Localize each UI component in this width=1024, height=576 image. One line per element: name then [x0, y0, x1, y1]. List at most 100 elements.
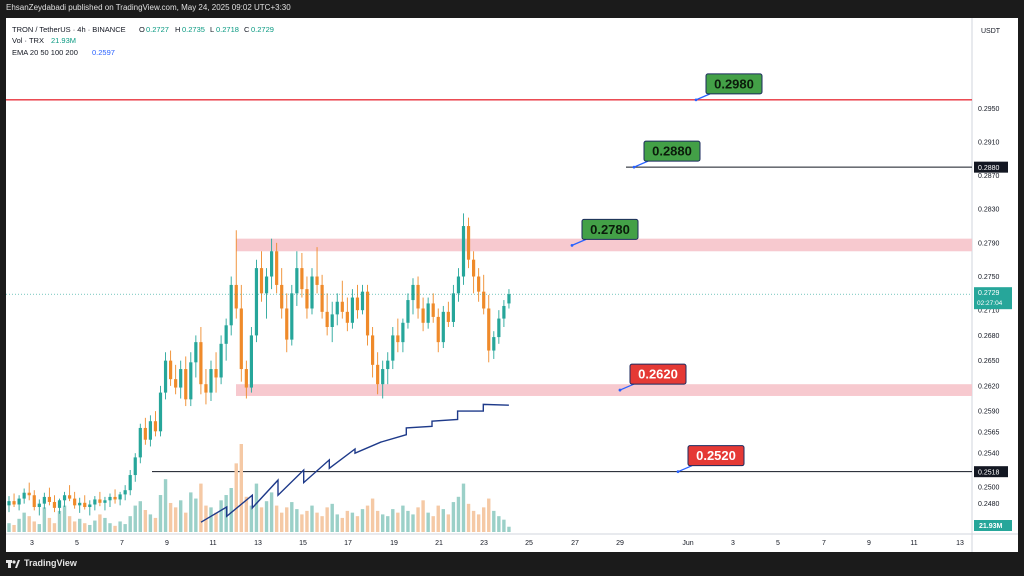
ema-layer — [200, 403, 509, 523]
annotation-box — [629, 363, 687, 385]
volume-bar — [83, 523, 87, 532]
volume-bar — [381, 514, 385, 532]
volume-bar — [431, 516, 435, 532]
volume-bar — [396, 512, 400, 532]
chart-panel[interactable]: 0.2880 0.2518 0.2980 0.2880 0.2780 0.2620 0.2… — [6, 18, 1018, 552]
candle-body — [17, 498, 21, 505]
volume-bar — [123, 524, 127, 532]
volume-bar — [72, 521, 77, 532]
candle-body — [47, 496, 51, 502]
volume-bar — [42, 507, 47, 532]
time-tick-label: 17 — [344, 540, 352, 547]
volume-bar — [476, 514, 481, 532]
footer-brand: TradingView — [24, 558, 77, 568]
legend-open-value: 0.2727 — [146, 25, 169, 34]
currency-label: USDT — [981, 28, 1001, 35]
volume-bar — [189, 492, 193, 532]
time-tick-label: 19 — [390, 540, 398, 547]
volume-bar — [330, 503, 334, 532]
annotation-box — [643, 140, 701, 162]
annotations-layer: 0.2980 0.2880 0.2780 0.2620 0.2520 — [570, 73, 763, 474]
volume-bar — [285, 507, 289, 532]
volume-bar — [466, 503, 471, 532]
volume-bar — [168, 502, 173, 532]
time-tick-label: 7 — [120, 540, 124, 547]
time-tick-label: 25 — [525, 540, 533, 547]
time-tick-label: 9 — [165, 540, 169, 547]
candle-body — [123, 490, 127, 495]
volume-bar — [370, 498, 375, 532]
candle-body — [194, 342, 198, 363]
price-tick-label: 0.2480 — [978, 501, 1000, 508]
volume-bar — [244, 496, 249, 532]
volume-bar — [184, 512, 188, 532]
candle-body — [98, 499, 102, 503]
sr-zone-0 — [236, 238, 972, 252]
candle-body — [482, 291, 486, 309]
candle-body — [103, 500, 107, 503]
price-axis-ticks: 0.2480 0.2500 0.2540 0.2565 0.2590 0.2620 0.26… — [978, 106, 1000, 508]
price-tick-label: 0.2590 — [978, 409, 1000, 416]
candle-body — [133, 457, 137, 476]
candle-body — [184, 369, 188, 400]
candle-body — [209, 369, 213, 393]
candle-body — [128, 475, 132, 491]
candle-body — [330, 314, 334, 327]
legend-symbol: TRON / TetherUS · 4h · BINANCE — [12, 25, 126, 34]
candle-body — [376, 364, 380, 385]
volume-bar — [401, 505, 405, 532]
candle-body — [179, 369, 183, 388]
volume-bar — [229, 488, 233, 532]
volume-bar — [325, 507, 329, 532]
time-tick-label: 3 — [731, 540, 735, 547]
publisher-bar: EhsanZeydabadi published on TradingView.… — [0, 0, 1024, 18]
volume-bar — [497, 516, 501, 532]
volume-bar — [209, 507, 213, 532]
volume-bar — [451, 502, 456, 532]
candle-body — [315, 276, 319, 285]
volume-bar — [67, 516, 72, 532]
candle-body — [57, 500, 62, 508]
candle-body — [441, 311, 445, 343]
annotation-anchor — [618, 388, 622, 392]
volume-bar — [32, 521, 36, 532]
time-tick-label: 27 — [571, 540, 579, 547]
volume-bar — [143, 510, 148, 532]
volume-bar — [199, 483, 203, 532]
volume-bar — [502, 519, 506, 532]
candle-body — [68, 495, 72, 499]
volume-bar — [88, 524, 92, 532]
candle-body — [401, 322, 405, 343]
time-tick-label: Jun — [682, 540, 693, 547]
annotation-box — [705, 73, 763, 95]
price-tick-label: 0.2830 — [978, 207, 1000, 214]
price-tick-label: 0.2710 — [978, 308, 1000, 315]
volume-bar — [194, 498, 198, 532]
volume-bar — [436, 505, 440, 532]
volume-bar — [300, 514, 304, 532]
legend-close-label: C — [244, 25, 250, 34]
volume-bar — [482, 507, 486, 532]
price-tick-label: 0.2790 — [978, 240, 1000, 247]
annotation-pointer — [633, 160, 649, 168]
volume-bar — [446, 514, 451, 532]
ema-line — [200, 403, 509, 523]
candle-body — [472, 259, 476, 277]
volume-bar — [47, 517, 52, 532]
annotation-anchor — [632, 165, 636, 169]
candle-body — [138, 427, 142, 458]
annotation-label: 0.2780 — [590, 222, 630, 237]
volume-bar — [27, 516, 31, 532]
volume-bar — [118, 521, 122, 532]
price-tick-label: 0.2565 — [978, 430, 1000, 437]
candle-body — [275, 251, 279, 285]
volume-bar — [360, 509, 365, 532]
candle-body — [451, 293, 455, 322]
volume-bar — [406, 510, 410, 532]
volume-bar — [295, 509, 299, 532]
volume-bar — [103, 517, 107, 532]
candle-body — [492, 337, 496, 351]
volume-bar — [153, 517, 158, 532]
volume-bar — [507, 526, 511, 532]
